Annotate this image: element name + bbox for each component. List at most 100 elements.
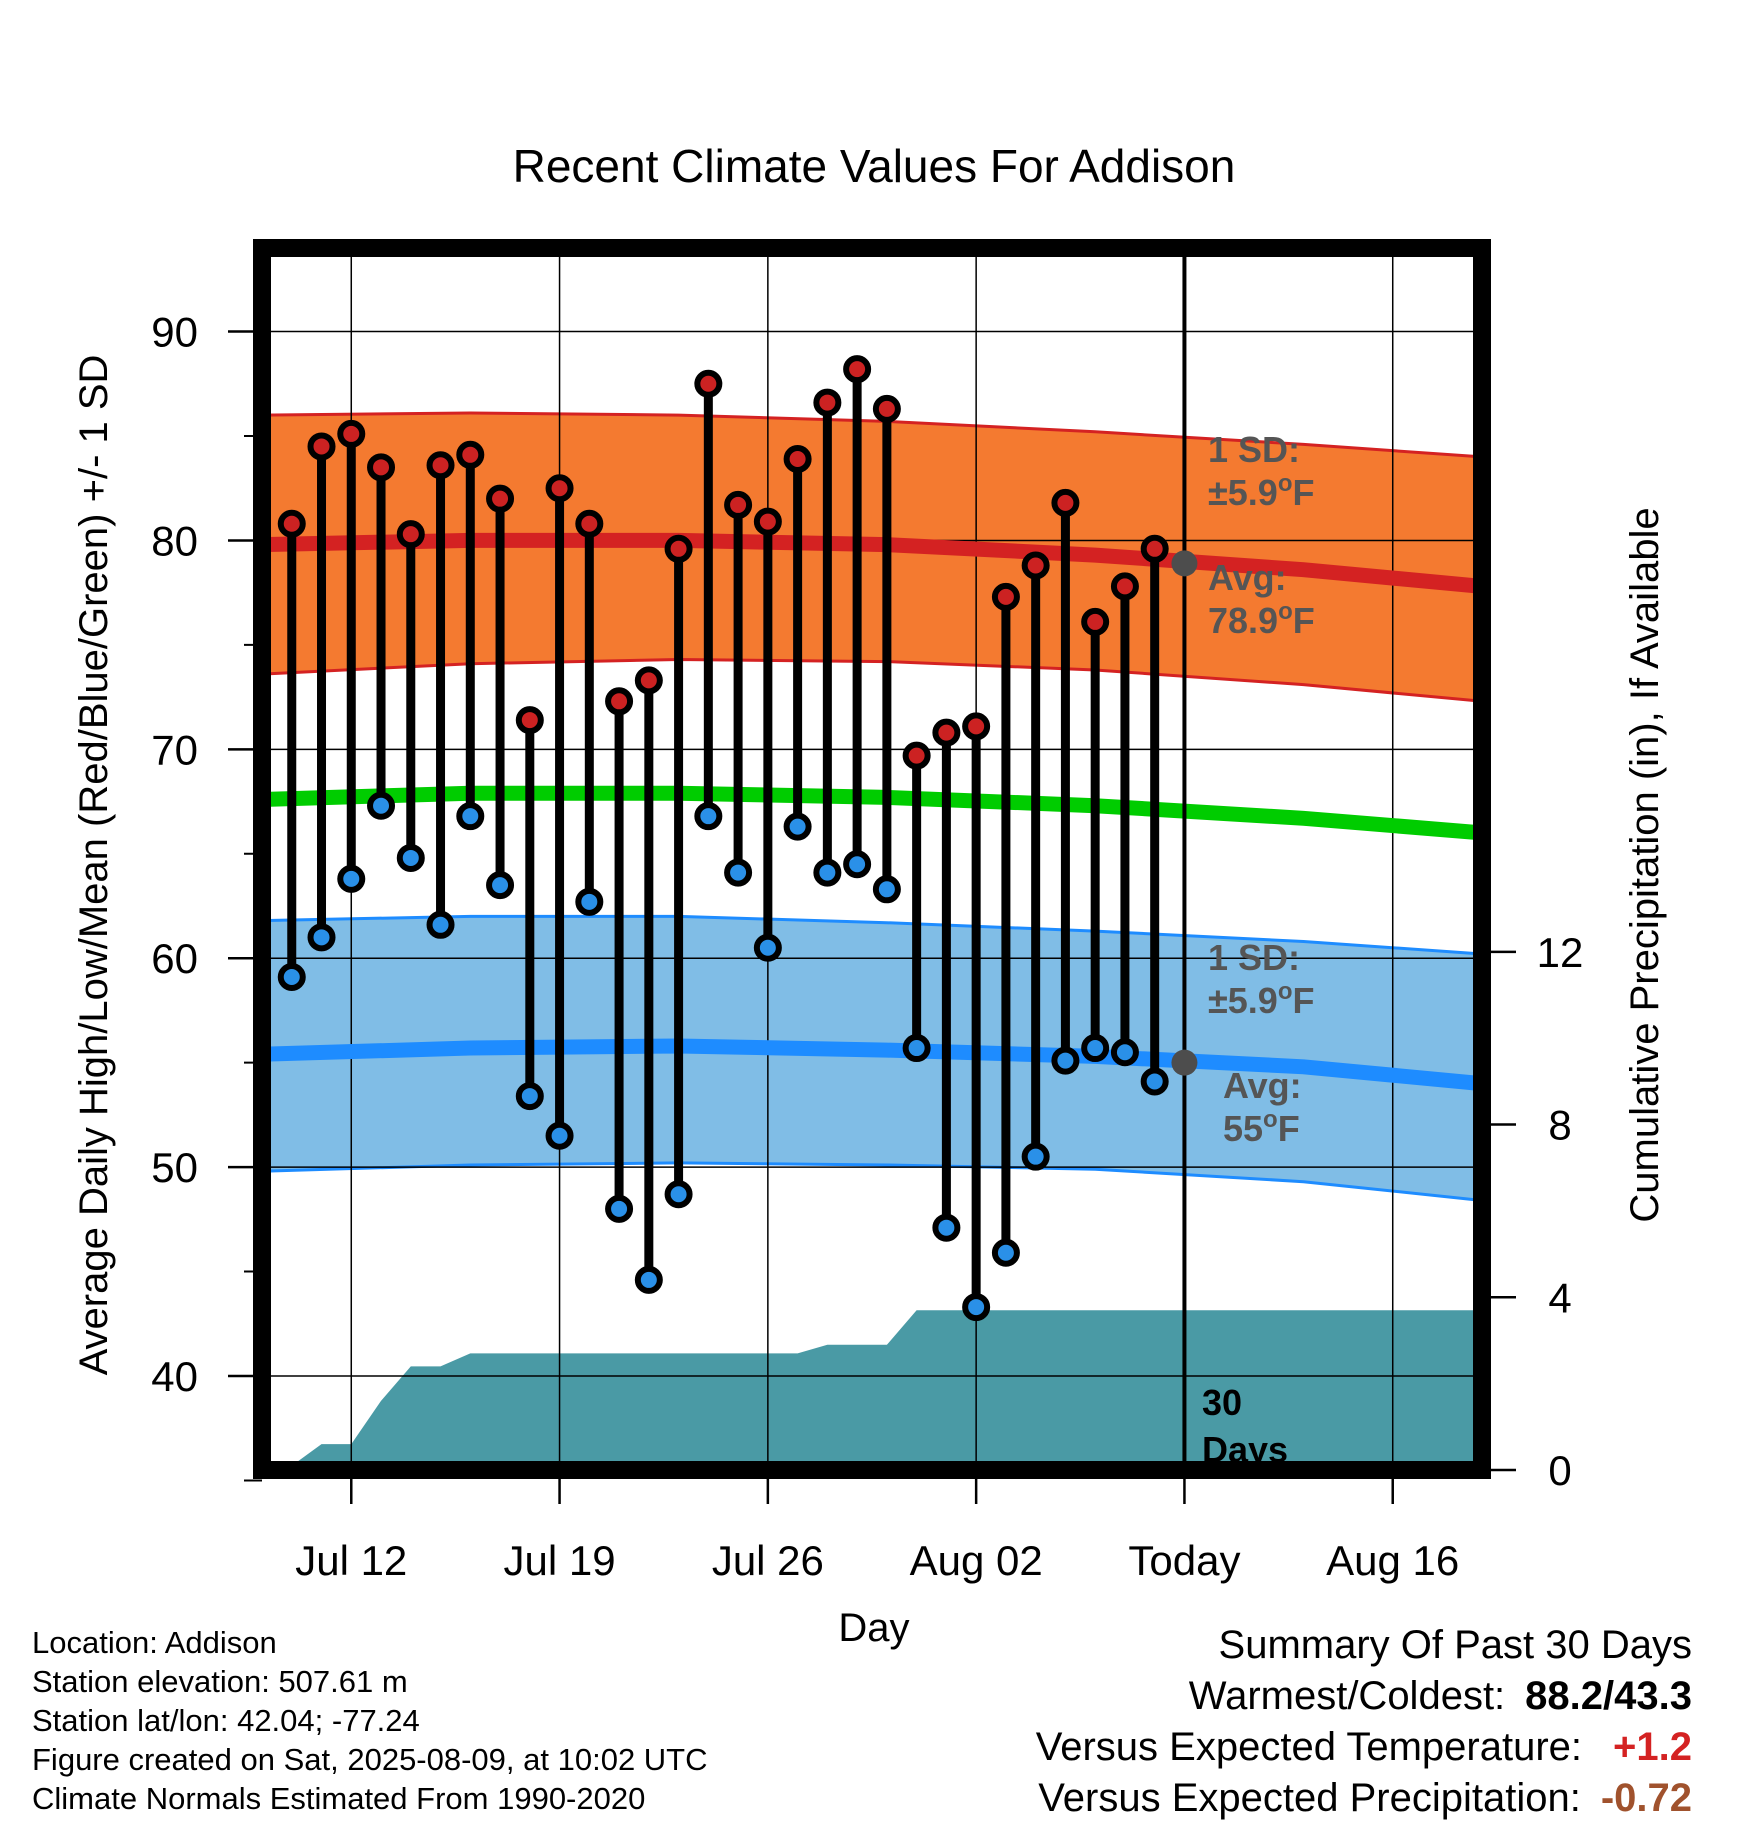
daily-low-point	[605, 1194, 634, 1223]
daily-low-point	[991, 1238, 1020, 1267]
y2-tick-label: 12	[1537, 929, 1584, 976]
today-low-avg-marker	[1171, 1049, 1198, 1076]
chart-title: Recent Climate Values For Addison	[513, 140, 1236, 192]
daily-high-point	[694, 369, 723, 398]
station-info: Location: Addison Station elevation: 507…	[32, 1623, 708, 1818]
daily-high-point	[724, 490, 753, 519]
summary-panel: Summary Of Past 30 Days Warmest/Coldest:…	[1036, 1620, 1692, 1824]
daily-low-point	[634, 1265, 663, 1294]
high-sd-label: 1 SD:	[1208, 429, 1300, 470]
plot-frame	[253, 239, 1491, 1479]
daily-high-point	[664, 534, 693, 563]
y-tick-label: 80	[151, 517, 198, 564]
y-tick-label: 40	[151, 1353, 198, 1400]
daily-low-point	[277, 963, 306, 992]
daily-high-point	[872, 394, 901, 423]
daily-low-point	[932, 1213, 961, 1242]
warm-cold-value: 88.2/43.3	[1525, 1674, 1692, 1718]
daily-high-point	[1051, 488, 1080, 517]
daily-low-point	[1140, 1067, 1169, 1096]
daily-low-point	[337, 864, 366, 893]
x-axis-label: Day	[838, 1606, 909, 1650]
x-tick-label: Today	[1128, 1537, 1240, 1584]
high-avg-label: Avg:	[1208, 557, 1287, 598]
low-sd-value: ±5.9oF	[1208, 978, 1314, 1021]
daily-low-point	[515, 1082, 544, 1111]
y2-axis-label: Cumulative Precipitation (in), If Availa…	[1623, 507, 1667, 1222]
daily-high-point	[605, 687, 634, 716]
daily-low-point	[486, 871, 515, 900]
daily-low-point	[753, 933, 782, 962]
daily-high-point	[337, 419, 366, 448]
summary-temp: Versus Expected Temperature: +1.2	[1036, 1722, 1692, 1773]
low-avg-value: 55oF	[1223, 1106, 1300, 1149]
daily-high-point	[813, 388, 842, 417]
daily-low-point	[902, 1034, 931, 1063]
high-sd-value: ±5.9oF	[1208, 470, 1314, 513]
daily-high-point	[1140, 534, 1169, 563]
daily-high-point	[426, 451, 455, 480]
daily-low-point	[1081, 1034, 1110, 1063]
precip-value: -0.72	[1600, 1776, 1692, 1820]
daily-low-point	[1051, 1046, 1080, 1075]
x-tick-label: Aug 02	[910, 1537, 1043, 1584]
daily-high-point	[1081, 607, 1110, 636]
temp-value: +1.2	[1613, 1725, 1692, 1769]
summary-warm-cold: Warmest/Coldest: 88.2/43.3	[1036, 1671, 1692, 1722]
y-axis-label: Average Daily High/Low/Mean (Red/Blue/Gr…	[72, 355, 116, 1376]
y-tick-label: 90	[151, 309, 198, 356]
daily-high-point	[515, 706, 544, 735]
daily-low-point	[426, 910, 455, 939]
warm-cold-label: Warmest/Coldest:	[1188, 1674, 1506, 1718]
daily-high-point	[932, 718, 961, 747]
today-high-avg-marker	[1171, 550, 1198, 577]
summary-heading: Summary Of Past 30 Days	[1218, 1623, 1692, 1667]
x-tick-label: Aug 16	[1326, 1537, 1459, 1584]
x-tick-label: Jul 19	[504, 1537, 616, 1584]
low-avg-line	[262, 1038, 1482, 1092]
daily-low-point	[783, 812, 812, 841]
y2-tick-label: 8	[1548, 1102, 1571, 1149]
daily-low-point	[456, 802, 485, 831]
daily-low-point	[575, 887, 604, 916]
precip-area	[262, 1310, 1482, 1470]
precip-label: Versus Expected Precipitation:	[1038, 1776, 1581, 1820]
daily-high-point	[843, 355, 872, 384]
y2-tick-label: 4	[1548, 1274, 1571, 1321]
daily-low-point	[1110, 1038, 1139, 1067]
normals-text: Climate Normals Estimated From 1990-2020	[32, 1781, 646, 1816]
summary-precip: Versus Expected Precipitation: -0.72	[1036, 1773, 1692, 1824]
daily-low-point	[962, 1293, 991, 1322]
elevation-text: Station elevation: 507.61 m	[32, 1664, 408, 1699]
temp-label: Versus Expected Temperature:	[1035, 1725, 1582, 1769]
low-sd-label: 1 SD:	[1208, 937, 1300, 978]
low-avg-label: Avg:	[1223, 1065, 1302, 1106]
location-text: Location: Addison	[32, 1625, 277, 1660]
daily-high-point	[456, 440, 485, 469]
daily-low-point	[396, 843, 425, 872]
daily-low-point	[813, 858, 842, 887]
daily-high-point	[753, 507, 782, 536]
daily-low-point	[843, 850, 872, 879]
daily-high-point	[575, 509, 604, 538]
y2-tick-label: 0	[1548, 1447, 1571, 1494]
daily-high-point	[783, 444, 812, 473]
daily-low-point	[664, 1180, 693, 1209]
daily-high-point	[1110, 572, 1139, 601]
daily-low-point	[307, 923, 336, 952]
y-tick-label: 60	[151, 935, 198, 982]
y-tick-label: 50	[151, 1144, 198, 1191]
daily-low-point	[694, 802, 723, 831]
daily-low-point	[367, 791, 396, 820]
x-tick-label: Jul 26	[712, 1537, 824, 1584]
days-number: 30	[1202, 1382, 1242, 1423]
daily-low-point	[872, 875, 901, 904]
daily-high-point	[367, 453, 396, 482]
daily-high-point	[396, 520, 425, 549]
daily-high-point	[902, 741, 931, 770]
high-avg-value: 78.9oF	[1208, 598, 1315, 641]
daily-high-point	[1021, 551, 1050, 580]
daily-high-point	[486, 484, 515, 513]
daily-high-point	[277, 509, 306, 538]
